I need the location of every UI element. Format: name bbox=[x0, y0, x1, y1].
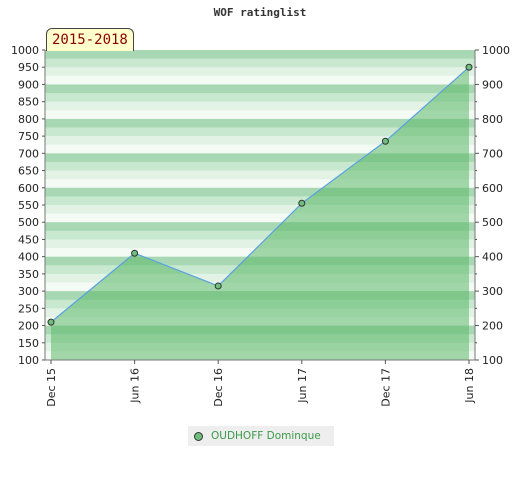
data-point bbox=[465, 63, 473, 71]
grid-band bbox=[45, 84, 475, 94]
x-tick-label: Dec 15 bbox=[45, 368, 58, 407]
y-left-tick-label: 950 bbox=[18, 61, 39, 74]
y-left-tick-label: 650 bbox=[18, 165, 39, 178]
grid-band bbox=[45, 110, 475, 120]
y-right-tick-label: 700 bbox=[482, 147, 503, 160]
grid-band bbox=[45, 118, 475, 128]
data-point bbox=[381, 137, 389, 145]
y-left-tick-label: 850 bbox=[18, 96, 39, 109]
data-point bbox=[298, 199, 306, 207]
y-left-tick-label: 900 bbox=[18, 78, 39, 91]
y-left-tick-label: 350 bbox=[18, 268, 39, 281]
y-right-tick-label: 100 bbox=[482, 354, 503, 367]
x-tick-label: Jun 16 bbox=[129, 368, 142, 404]
chart-title: WOF ratinglist bbox=[213, 6, 307, 19]
period-badge: 2015-2018 bbox=[46, 28, 134, 51]
grid-band bbox=[45, 179, 475, 189]
y-left-tick-label: 550 bbox=[18, 199, 39, 212]
x-tick-label: Dec 16 bbox=[212, 368, 225, 407]
y-right-tick-label: 300 bbox=[482, 285, 503, 298]
legend-label: OUDHOFF Dominque bbox=[211, 430, 321, 442]
y-left-tick-label: 400 bbox=[18, 251, 39, 264]
y-left-tick-label: 300 bbox=[18, 285, 39, 298]
data-point bbox=[47, 318, 55, 326]
y-right-tick-label: 400 bbox=[482, 251, 503, 264]
grid-band bbox=[45, 127, 475, 137]
y-left-tick-label: 450 bbox=[18, 233, 39, 246]
data-point bbox=[214, 282, 222, 290]
y-left-tick-label: 700 bbox=[18, 147, 39, 160]
y-right-tick-label: 600 bbox=[482, 182, 503, 195]
grid-band bbox=[45, 161, 475, 172]
x-tick-label: Dec 17 bbox=[379, 368, 392, 407]
series-area bbox=[51, 67, 469, 360]
x-tick-label: Jun 17 bbox=[296, 368, 309, 404]
grid-band bbox=[45, 205, 475, 215]
grid-band bbox=[45, 196, 475, 206]
y-left-tick-label: 800 bbox=[18, 113, 39, 126]
grid-band bbox=[45, 222, 475, 232]
y-left-tick-label: 250 bbox=[18, 302, 39, 315]
y-left-tick-label: 750 bbox=[18, 130, 39, 143]
grid-band bbox=[45, 170, 475, 180]
x-tick-label: Jun 18 bbox=[463, 368, 476, 404]
y-left-tick-label: 200 bbox=[18, 320, 39, 333]
grid-band bbox=[45, 67, 475, 77]
y-left-tick-label: 150 bbox=[18, 337, 39, 350]
y-right-tick-label: 900 bbox=[482, 78, 503, 91]
grid-band bbox=[45, 50, 475, 60]
grid-band bbox=[45, 213, 475, 223]
grid-band bbox=[45, 101, 475, 111]
y-left-tick-label: 500 bbox=[18, 216, 39, 229]
grid-band bbox=[45, 75, 475, 85]
y-left-tick-label: 600 bbox=[18, 182, 39, 195]
grid-band bbox=[45, 136, 475, 146]
grid-band bbox=[45, 58, 475, 68]
y-left-tick-label: 100 bbox=[18, 354, 39, 367]
grid-band bbox=[45, 187, 475, 197]
data-point bbox=[131, 249, 139, 257]
y-right-tick-label: 200 bbox=[482, 320, 503, 333]
series-line bbox=[50, 66, 470, 323]
grid-band bbox=[45, 93, 475, 103]
grid-band bbox=[45, 144, 475, 154]
y-left-tick-label: 1000 bbox=[11, 44, 39, 57]
chart-legend[interactable]: OUDHOFF Dominque bbox=[188, 426, 334, 446]
grid-band bbox=[45, 153, 475, 163]
y-right-tick-label: 500 bbox=[482, 216, 503, 229]
y-right-tick-label: 800 bbox=[482, 113, 503, 126]
legend-marker bbox=[194, 431, 203, 441]
grid-band bbox=[45, 230, 475, 240]
y-right-tick-label: 1000 bbox=[482, 44, 510, 57]
